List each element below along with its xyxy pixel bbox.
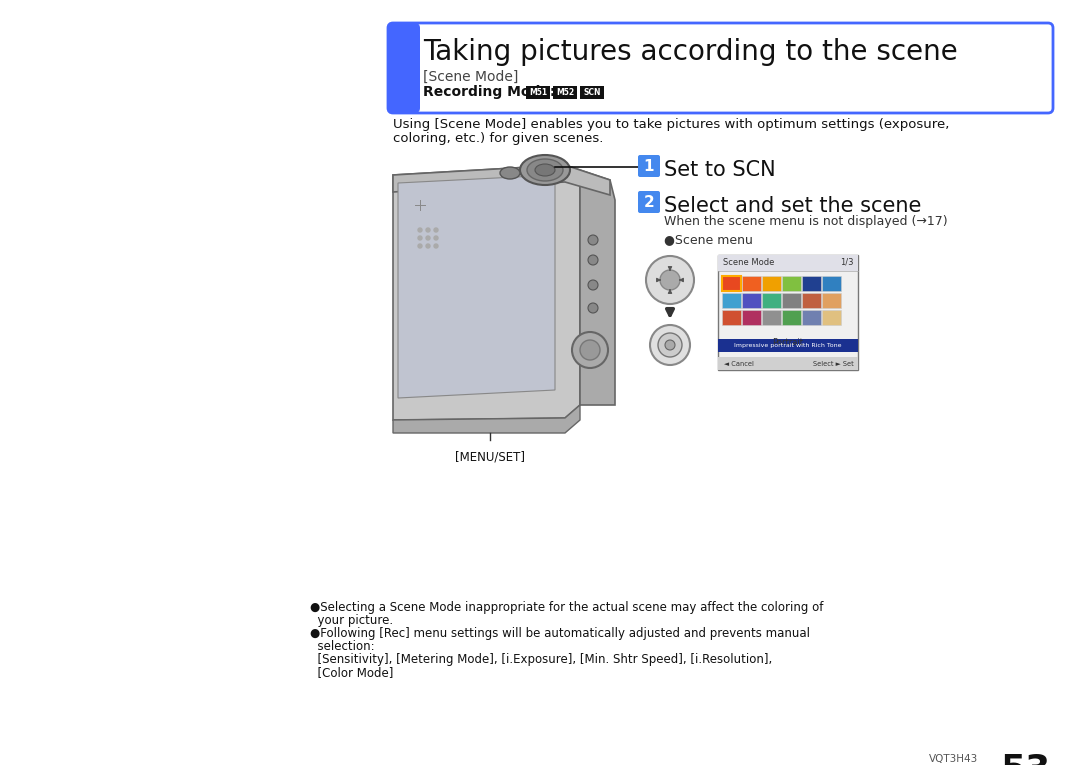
- Text: Recording Mode:: Recording Mode:: [423, 85, 561, 99]
- Polygon shape: [393, 405, 580, 433]
- Text: [MENU/SET]: [MENU/SET]: [455, 450, 525, 463]
- Circle shape: [434, 228, 438, 232]
- Bar: [718, 357, 858, 370]
- Polygon shape: [399, 175, 555, 398]
- Text: ◄ Cancel: ◄ Cancel: [724, 361, 754, 367]
- Circle shape: [660, 270, 680, 290]
- Circle shape: [426, 228, 430, 232]
- Text: ●Selecting a Scene Mode inappropriate for the actual scene may affect the colori: ●Selecting a Scene Mode inappropriate fo…: [310, 601, 823, 614]
- Bar: [822, 310, 841, 325]
- Bar: [723, 276, 741, 291]
- Polygon shape: [393, 165, 610, 195]
- Circle shape: [434, 244, 438, 248]
- Circle shape: [580, 340, 600, 360]
- FancyBboxPatch shape: [388, 23, 1053, 113]
- Bar: [526, 86, 550, 99]
- Text: 2: 2: [644, 194, 654, 210]
- Bar: [822, 293, 841, 308]
- Circle shape: [588, 280, 598, 290]
- Text: SCN: SCN: [583, 88, 600, 97]
- Text: [Scene Mode]: [Scene Mode]: [423, 70, 518, 84]
- Text: ●Following [Rec] menu settings will be automatically adjusted and prevents manua: ●Following [Rec] menu settings will be a…: [310, 627, 810, 640]
- Text: M51: M51: [529, 88, 548, 97]
- Bar: [718, 255, 858, 271]
- Circle shape: [418, 228, 422, 232]
- Bar: [723, 310, 741, 325]
- Bar: [802, 293, 821, 308]
- Ellipse shape: [535, 164, 555, 176]
- Text: Taking pictures according to the scene: Taking pictures according to the scene: [423, 38, 958, 66]
- Circle shape: [572, 332, 608, 368]
- Bar: [762, 310, 781, 325]
- Bar: [742, 310, 761, 325]
- Bar: [782, 310, 801, 325]
- Text: [Sensitivity], [Metering Mode], [i.Exposure], [Min. Shtr Speed], [i.Resolution],: [Sensitivity], [Metering Mode], [i.Expos…: [310, 653, 772, 666]
- Text: Set to SCN: Set to SCN: [664, 160, 775, 180]
- Ellipse shape: [519, 155, 570, 185]
- FancyBboxPatch shape: [388, 23, 420, 113]
- Text: When the scene menu is not displayed (→17): When the scene menu is not displayed (→1…: [664, 215, 947, 228]
- Bar: [742, 293, 761, 308]
- Text: Select and set the scene: Select and set the scene: [664, 196, 921, 216]
- Circle shape: [426, 244, 430, 248]
- Text: Portrait: Portrait: [772, 338, 804, 347]
- Circle shape: [665, 340, 675, 350]
- Bar: [553, 86, 577, 99]
- Bar: [802, 276, 821, 291]
- Text: Using [Scene Mode] enables you to take pictures with optimum settings (exposure,: Using [Scene Mode] enables you to take p…: [393, 118, 949, 131]
- Bar: [580, 86, 604, 99]
- Circle shape: [418, 244, 422, 248]
- FancyBboxPatch shape: [638, 155, 660, 177]
- Bar: [762, 293, 781, 308]
- Circle shape: [588, 235, 598, 245]
- Text: Impressive portrait with Rich Tone: Impressive portrait with Rich Tone: [734, 343, 841, 347]
- Text: M52: M52: [556, 88, 575, 97]
- Circle shape: [588, 255, 598, 265]
- Bar: [723, 293, 741, 308]
- Text: coloring, etc.) for given scenes.: coloring, etc.) for given scenes.: [393, 132, 604, 145]
- Text: 1/3: 1/3: [840, 258, 854, 266]
- Bar: [404, 28, 415, 108]
- Bar: [802, 310, 821, 325]
- Text: Scene Mode: Scene Mode: [723, 258, 774, 266]
- Bar: [762, 276, 781, 291]
- Circle shape: [658, 333, 681, 357]
- Text: your picture.: your picture.: [310, 614, 393, 627]
- Bar: [822, 276, 841, 291]
- Text: VQT3H43: VQT3H43: [929, 754, 978, 764]
- Circle shape: [646, 256, 694, 304]
- Text: Select ► Set: Select ► Set: [813, 361, 854, 367]
- Bar: [718, 339, 858, 352]
- Polygon shape: [565, 165, 615, 405]
- Bar: [742, 276, 761, 291]
- Circle shape: [426, 236, 430, 240]
- Circle shape: [418, 236, 422, 240]
- Ellipse shape: [500, 167, 519, 179]
- Ellipse shape: [527, 159, 563, 181]
- Text: 1: 1: [644, 158, 654, 174]
- Text: ●Scene menu: ●Scene menu: [664, 233, 753, 246]
- Circle shape: [434, 236, 438, 240]
- Text: 53: 53: [1000, 753, 1050, 765]
- Circle shape: [588, 303, 598, 313]
- Bar: [718, 255, 858, 370]
- Text: [Color Mode]: [Color Mode]: [310, 666, 393, 679]
- FancyBboxPatch shape: [638, 191, 660, 213]
- Polygon shape: [393, 165, 580, 420]
- Circle shape: [650, 325, 690, 365]
- Bar: [782, 293, 801, 308]
- Bar: [782, 276, 801, 291]
- Text: selection:: selection:: [310, 640, 375, 653]
